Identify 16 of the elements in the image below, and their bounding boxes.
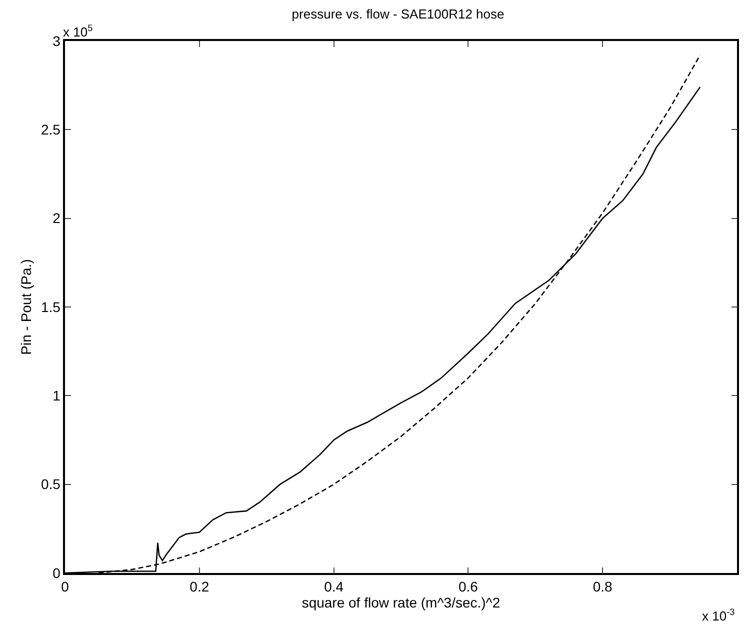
y-tick-label: 2 xyxy=(52,210,61,226)
x-axis-title: square of flow rate (m^3/sec.)^2 xyxy=(302,594,500,611)
x-tick-label: 0.6 xyxy=(458,578,478,595)
y-axis-title: Pin - Pout (Pa.) xyxy=(18,259,34,355)
y-tick-label: 1.5 xyxy=(40,298,61,315)
y-tick-label: 3 xyxy=(52,32,61,49)
y-tick-label: 1 xyxy=(52,388,61,404)
text: x 10$^{5}$ xyxy=(63,23,93,40)
chart-title: pressure vs. flow - SAE100R12 hose xyxy=(292,6,504,22)
x-tick-label: 0.4 xyxy=(324,578,344,595)
y-tick-label: 2.5 xyxy=(40,122,61,138)
y-tick-label: 0 xyxy=(52,564,61,581)
x-tick-label: 0.8 xyxy=(592,578,613,595)
text: x 10$^{-3}$ xyxy=(702,607,735,624)
x-tick-label: 0.2 xyxy=(190,578,210,595)
y-tick-label: 0.5 xyxy=(40,476,61,492)
